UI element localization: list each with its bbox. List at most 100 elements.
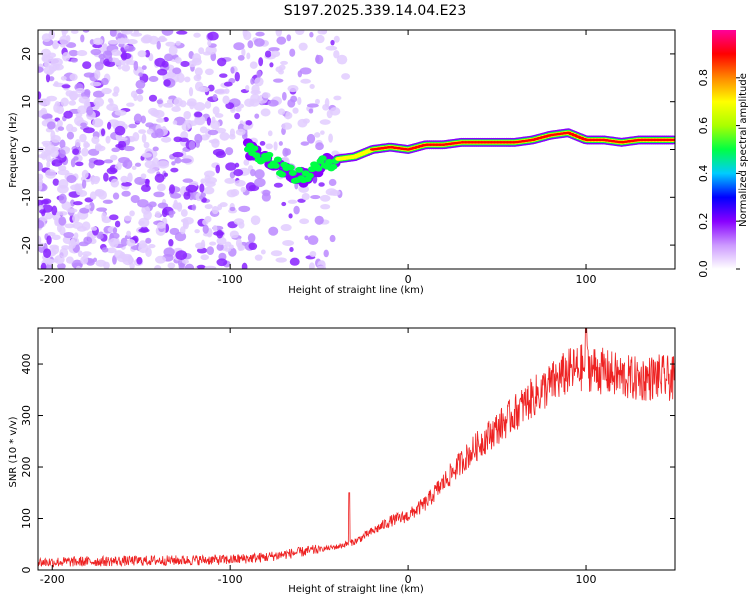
noise-blob [309, 31, 314, 38]
noise-blob [310, 195, 321, 200]
noise-blob [229, 206, 236, 212]
noise-blob [130, 194, 140, 204]
y-tick-label: -10 [20, 188, 33, 206]
noise-blob [261, 192, 271, 202]
noise-blob [56, 105, 65, 115]
noise-blob [92, 176, 100, 185]
noise-blob [142, 34, 153, 43]
x-tick-label: 0 [405, 273, 412, 286]
noise-blob [225, 162, 237, 171]
noise-blob [126, 239, 136, 247]
noise-blob [224, 241, 232, 247]
noise-blob [183, 191, 191, 200]
noise-blob [309, 84, 315, 89]
noise-blob [230, 66, 235, 74]
noise-blob [81, 221, 91, 231]
noise-blob [80, 122, 87, 128]
noise-blob [173, 97, 183, 107]
noise-blob [126, 230, 132, 237]
noise-blob [175, 40, 181, 46]
noise-blob [297, 118, 308, 128]
spectrogram-y-ticks: -20 -10 0 10 20 [20, 47, 675, 254]
noise-blob [250, 77, 255, 85]
y-tick-label: 100 [20, 508, 33, 529]
noise-blob [328, 178, 337, 187]
noise-blob [133, 60, 139, 71]
noise-blob [237, 55, 245, 61]
noise-blob [194, 115, 206, 126]
noise-blob [298, 42, 308, 51]
noise-blob [211, 138, 220, 148]
noise-blob [174, 56, 182, 64]
noise-blob [129, 262, 135, 269]
noise-blob [204, 204, 213, 210]
noise-blob [245, 85, 250, 91]
noise-blob [141, 152, 152, 158]
noise-blob [52, 178, 60, 186]
noise-blob [89, 81, 102, 87]
noise-blob [59, 35, 70, 46]
noise-blob [111, 147, 120, 153]
noise-blob [93, 90, 105, 98]
noise-blob [275, 257, 287, 263]
noise-blob [215, 164, 221, 174]
noise-blob [255, 31, 265, 37]
noise-blob [112, 227, 118, 234]
noise-blob [96, 233, 104, 240]
noise-blob [204, 100, 212, 109]
noise-blob [167, 262, 176, 269]
noise-blob [148, 244, 156, 249]
noise-blob [46, 69, 54, 75]
noise-blob [112, 192, 120, 200]
noise-blob [206, 116, 212, 126]
noise-blob [52, 82, 65, 88]
signal-mark [295, 166, 304, 173]
noise-blob [154, 211, 161, 218]
noise-blob [314, 215, 324, 225]
noise-blob [100, 77, 109, 86]
noise-blob [287, 99, 296, 108]
noise-blob [267, 130, 273, 137]
noise-blob [100, 128, 106, 137]
noise-blob [54, 101, 61, 107]
y-tick-label: 200 [20, 457, 33, 478]
noise-blob [45, 212, 53, 220]
noise-blob [317, 30, 327, 35]
noise-blob [268, 226, 279, 236]
y-tick-label: 0 [20, 146, 33, 153]
noise-blob [251, 84, 260, 94]
noise-blob [138, 243, 149, 254]
signal-mark [273, 156, 282, 163]
noise-blob [124, 45, 136, 52]
noise-blob [212, 94, 218, 101]
noise-blob [193, 32, 201, 38]
noise-blob [101, 247, 109, 253]
noise-blob [234, 162, 240, 168]
noise-blob [191, 204, 197, 211]
x-tick-label: 0 [405, 573, 412, 586]
colorbar-tick-label: 0.2 [697, 212, 710, 230]
noise-blob [219, 73, 228, 78]
snr-x-ticks: -200 -100 0 100 [40, 328, 597, 586]
noise-blob [211, 205, 219, 215]
x-tick-label: 100 [576, 573, 597, 586]
noise-blob [182, 178, 194, 183]
noise-blob [240, 186, 246, 193]
noise-blob [46, 121, 56, 130]
y-tick-label: 400 [20, 354, 33, 375]
noise-blob [93, 97, 105, 108]
noise-blob [48, 30, 56, 40]
noise-blob [135, 88, 144, 95]
noise-blob [219, 132, 230, 141]
noise-blob [152, 157, 159, 168]
noise-blob [295, 30, 305, 36]
noise-blob [121, 190, 131, 197]
noise-blob [94, 69, 101, 80]
noise-blob [178, 262, 185, 269]
noise-blob [42, 198, 52, 205]
noise-blob [156, 37, 168, 42]
noise-blob [51, 159, 63, 167]
noise-blob [57, 262, 66, 269]
noise-blob [270, 50, 281, 58]
noise-blob [117, 32, 123, 39]
